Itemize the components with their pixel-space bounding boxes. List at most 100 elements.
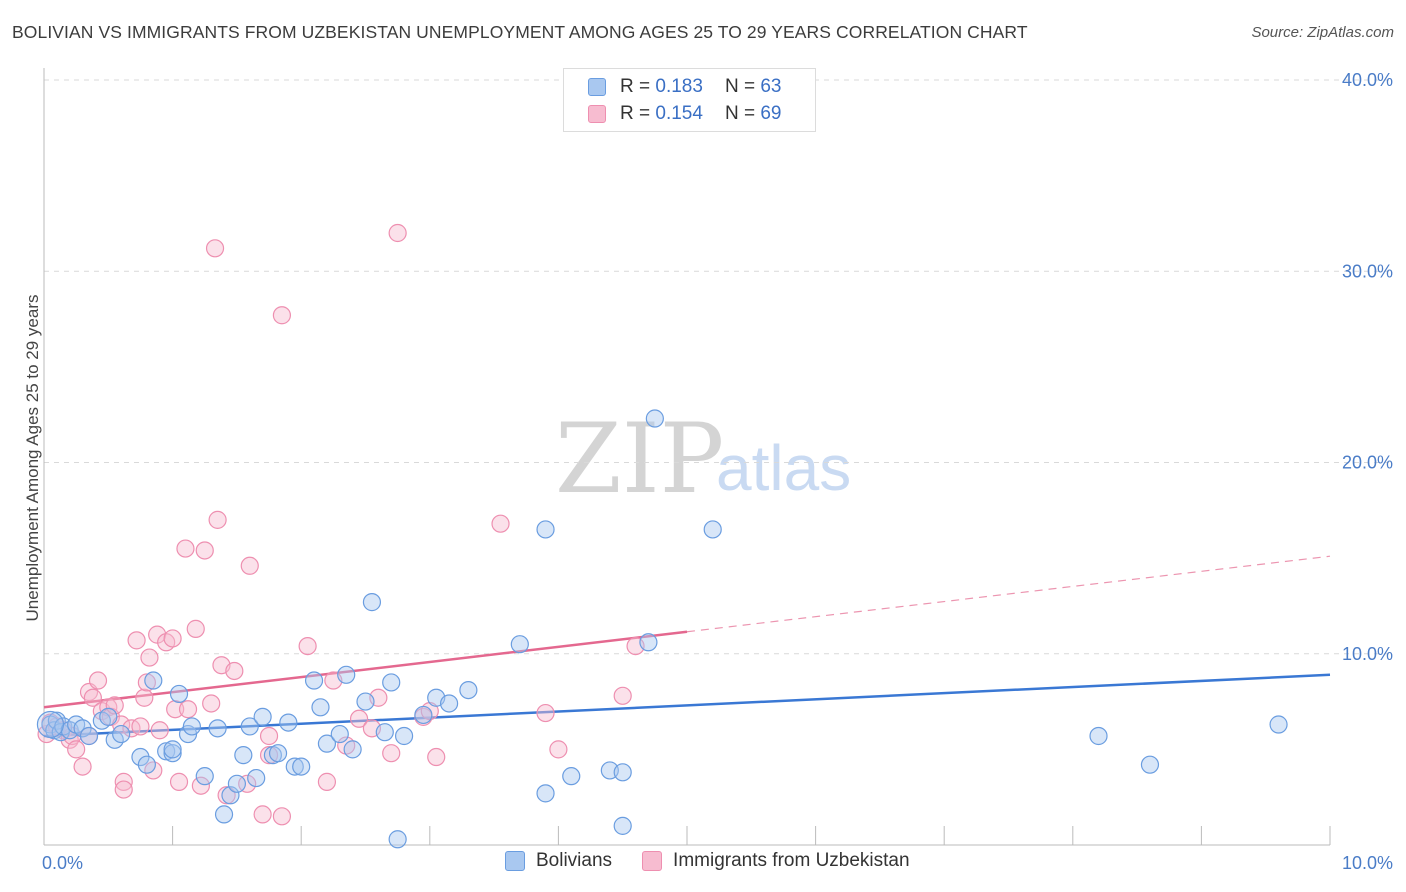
bolivians-point <box>214 805 234 824</box>
bolivians-point <box>163 744 182 763</box>
uzbekistan-point <box>127 631 146 650</box>
legend-r-label: R = <box>620 103 651 124</box>
bolivians-point <box>1140 755 1160 774</box>
legend-n-value: 69 <box>760 103 782 124</box>
bolivians-point <box>639 633 658 652</box>
uzbekistan-point <box>272 807 292 826</box>
bolivians-point <box>343 740 362 759</box>
bolivians-point <box>163 740 182 759</box>
bolivians-point <box>247 768 266 788</box>
bolivians-point <box>311 698 330 717</box>
uzbekistan-point <box>140 648 159 667</box>
uzbekistan-point <box>135 688 154 707</box>
legend-r-label: R = <box>620 76 651 97</box>
bolivians-point <box>330 724 349 744</box>
uzbekistan-point <box>114 780 133 799</box>
legend-row-uzbekistan: R = 0.154 N = 69 <box>588 102 781 126</box>
bolivians-point <box>1089 726 1108 746</box>
uzbekistan-point <box>191 776 210 795</box>
legend-r-value: 0.154 <box>655 103 703 124</box>
bolivians-point <box>382 673 401 692</box>
legend-swatch-pink <box>588 105 606 123</box>
bolivians-point <box>439 694 459 713</box>
bolivians-point <box>703 520 722 539</box>
uzbekistan-point <box>166 700 185 719</box>
uzbekistan-point <box>317 772 337 791</box>
legend-n-label: N = <box>724 76 756 97</box>
uzbekistan-point <box>137 673 156 692</box>
uzbekistan-point <box>272 306 292 325</box>
uzbekistan-point <box>225 661 244 681</box>
uzbekistan-point <box>491 514 510 533</box>
bolivians-point <box>195 767 214 786</box>
y-tick-label: 10.0% <box>1342 644 1393 664</box>
uzbekistan-point <box>253 805 272 824</box>
uzbekistan-point <box>382 744 401 763</box>
bolivians-point <box>304 671 324 690</box>
bolivians-point <box>112 724 131 744</box>
legend-r-value: 0.183 <box>655 76 703 97</box>
uzbekistan-point <box>114 772 133 791</box>
bolivians-point <box>144 671 163 690</box>
uzbekistan-point <box>208 510 227 529</box>
uzbekistan-point <box>88 671 108 690</box>
bolivians-point <box>268 744 288 763</box>
bolivians-point <box>394 726 414 746</box>
bolivians-point <box>137 755 156 774</box>
uzbekistan-point <box>238 774 257 793</box>
uzbekistan-point <box>205 239 225 258</box>
uzbekistan-point <box>163 629 182 648</box>
bolivians-point <box>1269 715 1288 734</box>
bolivians-point <box>208 719 227 738</box>
legend-row-bolivians: R = 0.183 N = 63 <box>588 75 781 99</box>
bolivians-point <box>157 742 176 761</box>
bolivians-point <box>375 723 394 742</box>
legend-n-value: 63 <box>760 76 782 97</box>
y-axis-label: Unemployment Among Ages 25 to 29 years <box>23 295 42 622</box>
uzbekistan-point <box>105 696 124 715</box>
uzbekistan-point <box>131 717 150 736</box>
bolivians-point <box>99 707 118 726</box>
bolivians-point <box>613 763 632 782</box>
uzbekistan-point <box>73 757 92 776</box>
legend-swatch-blue <box>588 78 606 96</box>
legend-item-uzbekistan: Immigrants from Uzbekistan <box>642 850 910 872</box>
legend-label-uzbekistan: Immigrants from Uzbekistan <box>673 850 910 871</box>
bolivians-point <box>337 665 356 684</box>
legend-label-bolivians: Bolivians <box>536 850 613 871</box>
uzbekistan-point <box>195 541 214 560</box>
bolivians-point <box>36 710 65 739</box>
bolivians-point <box>79 726 99 746</box>
legend-n-label: N = <box>724 103 756 124</box>
bolivians-point <box>510 635 529 654</box>
uzbekistan-point <box>169 772 189 791</box>
uzbekistan-point <box>613 686 632 705</box>
bolivians-point <box>562 767 581 786</box>
bolivians-point <box>234 746 253 765</box>
bolivians-point <box>240 717 259 736</box>
bolivians-point <box>388 830 407 849</box>
axes <box>43 68 1331 846</box>
bolivians-point <box>292 757 311 776</box>
bolivians-point <box>536 520 555 539</box>
bolivians-point <box>253 707 272 726</box>
watermark-zip: ZIP <box>555 403 724 515</box>
bolivians-point <box>414 705 433 725</box>
uzbekistan-point <box>217 786 236 805</box>
bolivians-point <box>221 786 240 805</box>
uzbekistan-point <box>298 636 317 656</box>
uzbekistan-trend-line-extension <box>686 555 1331 633</box>
legend-swatch-pink <box>642 851 663 871</box>
watermark-atlas: atlas <box>716 432 851 504</box>
data-points <box>36 223 1288 849</box>
uzbekistan-point <box>259 726 279 746</box>
chart-title: BOLIVIAN VS IMMIGRANTS FROM UZBEKISTAN U… <box>12 22 1028 42</box>
uzbekistan-point <box>176 539 195 558</box>
uzbekistan-point <box>202 694 221 713</box>
uzbekistan-point <box>150 721 169 740</box>
bolivians-point <box>227 774 246 793</box>
bolivians-point <box>645 409 664 428</box>
uzbekistan-point <box>83 688 102 707</box>
bolivians-point <box>613 816 632 835</box>
